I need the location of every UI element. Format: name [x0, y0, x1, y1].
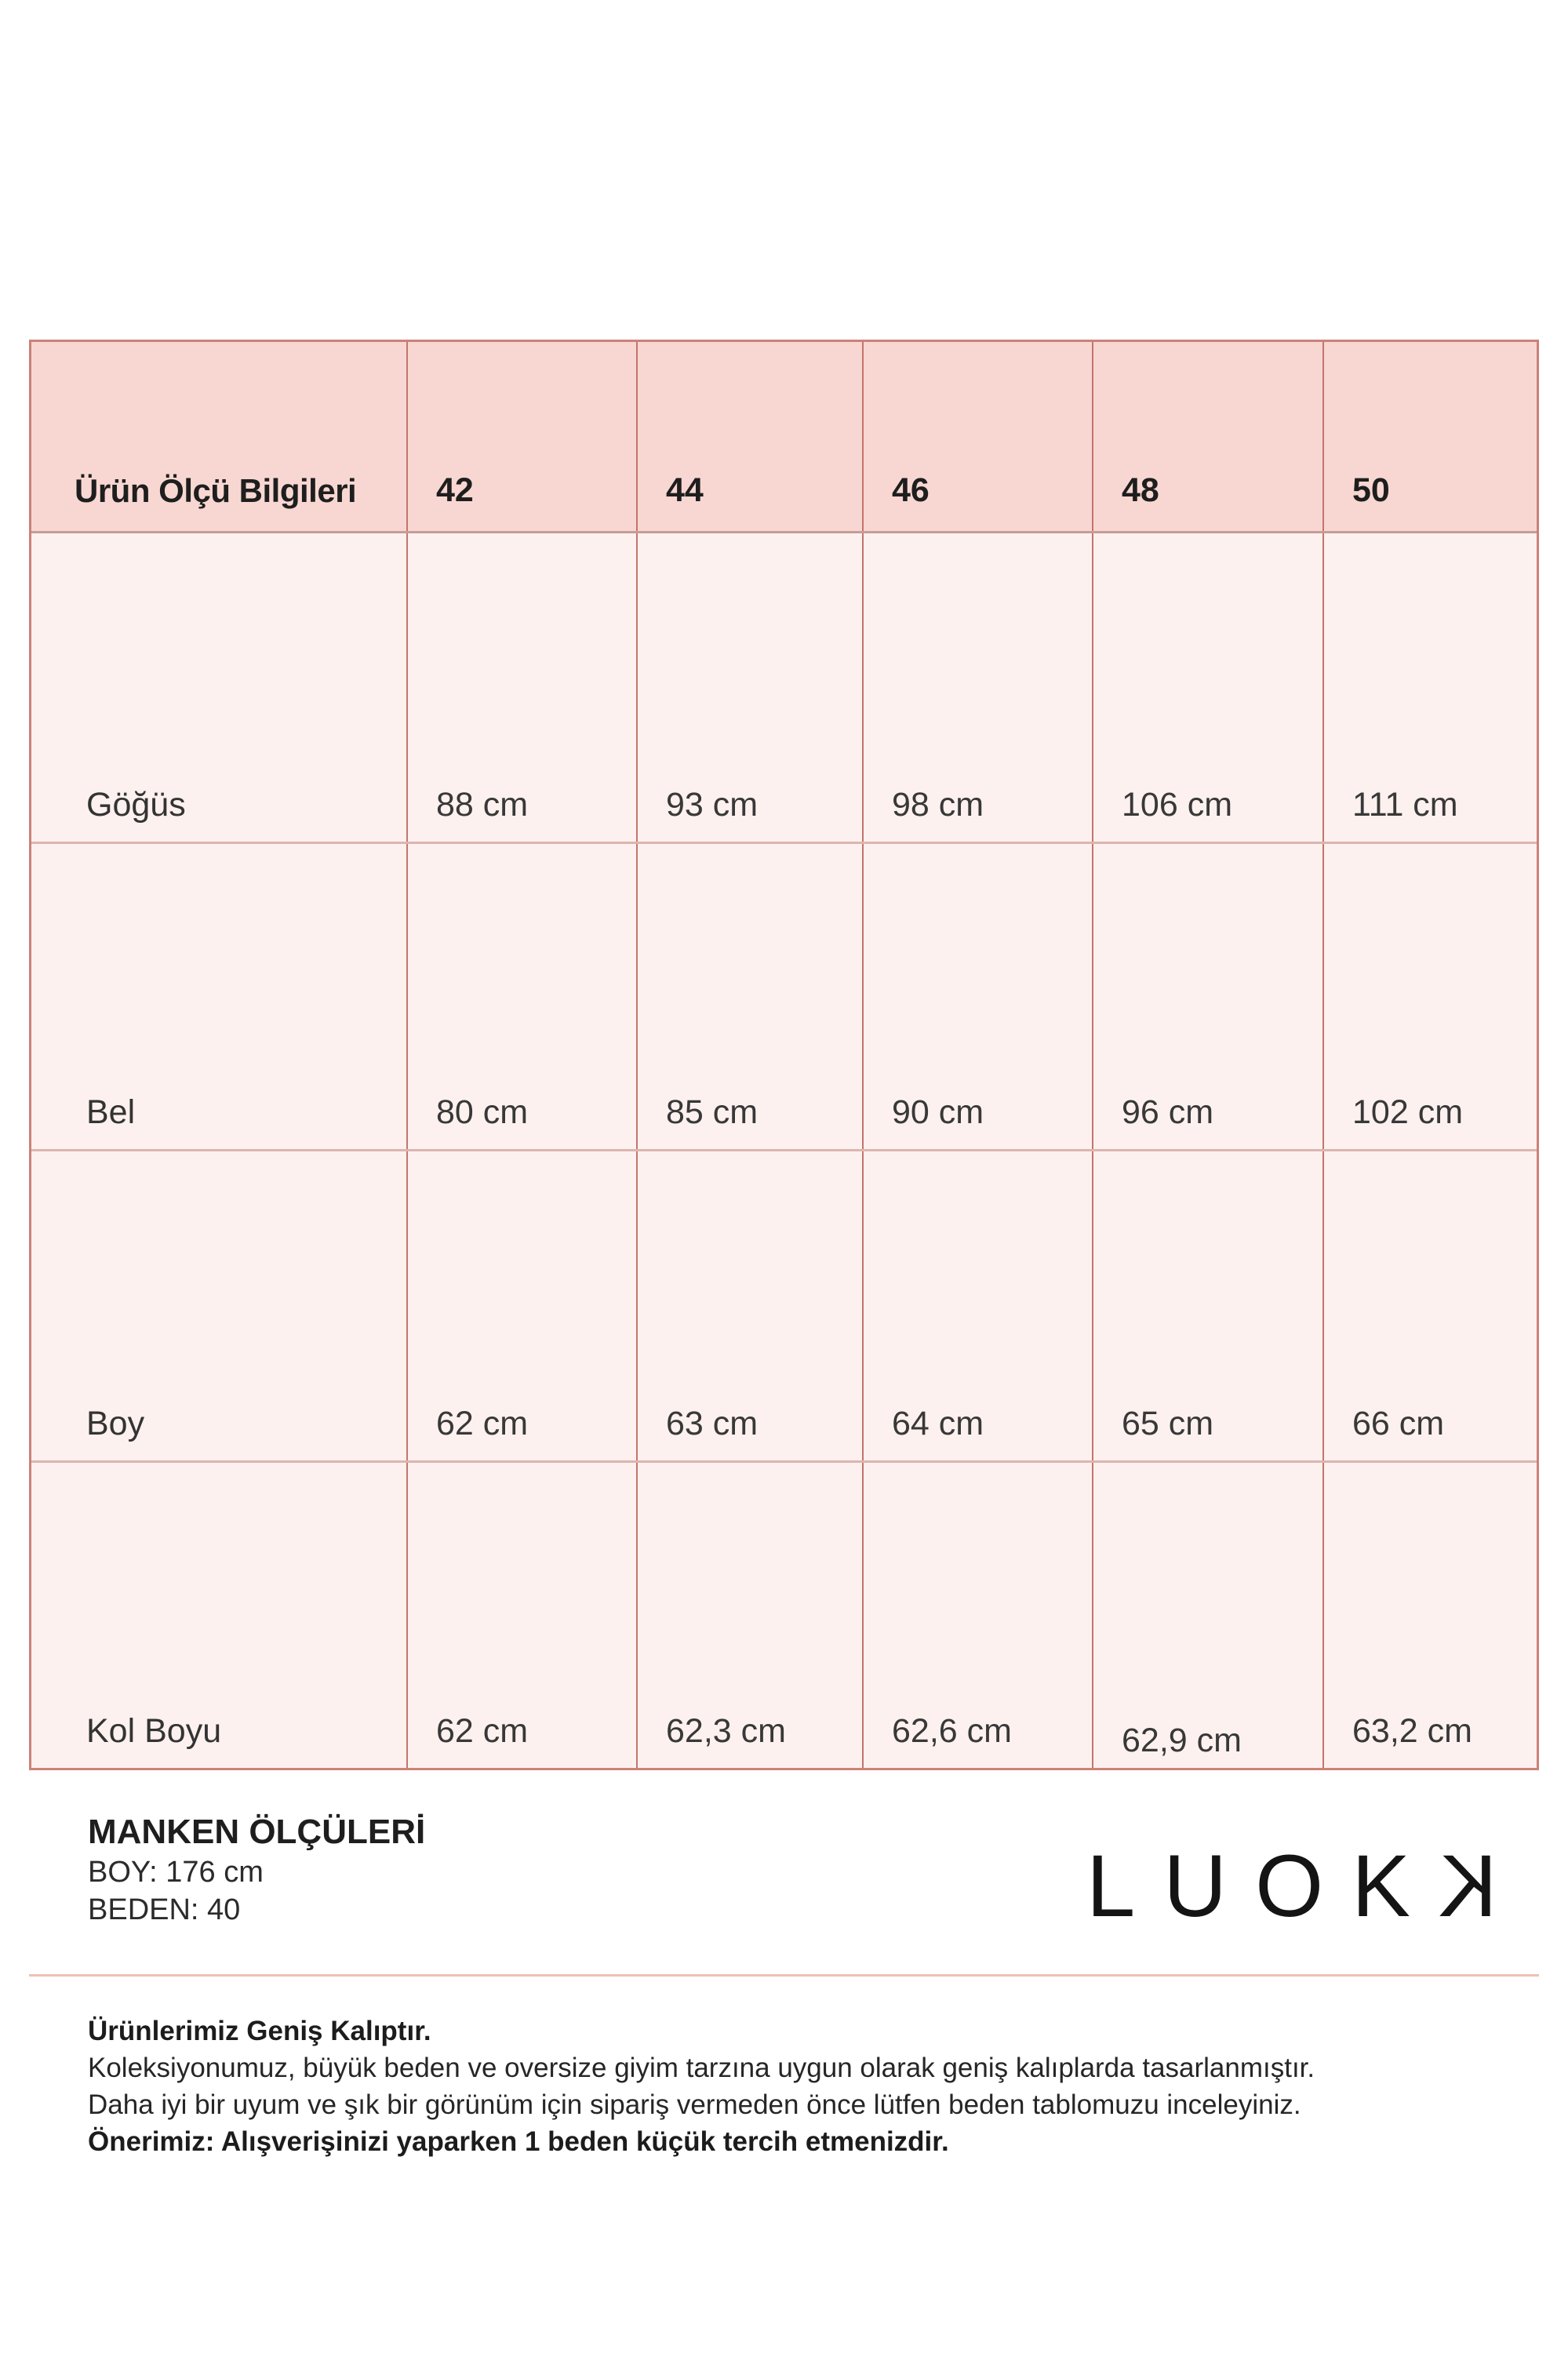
size-column-header: 46	[862, 342, 1092, 531]
measurement-value-cell: 62,6 cm	[862, 1463, 1092, 1768]
measurement-value-cell: 62,9 cm	[1092, 1463, 1322, 1768]
measurement-value-cell: 66 cm	[1322, 1151, 1537, 1460]
table-row-waist: Bel 80 cm 85 cm 90 cm 96 cm 102 cm	[31, 842, 1537, 1149]
fit-notes: Ürünlerimiz Geniş Kalıptır. Koleksiyonum…	[88, 2013, 1547, 2160]
header-label-cell: Ürün Ölçü Bilgileri	[75, 472, 357, 509]
measurement-value-cell: 62 cm	[406, 1463, 636, 1768]
size-table: Ürün Ölçü Bilgileri 42 44 46 48 50 Göğüs…	[29, 340, 1539, 1770]
measurement-row-label: Göğüs	[86, 786, 186, 824]
measurement-value-cell: 85 cm	[636, 844, 862, 1149]
brand-logo-text: LUOK	[1086, 1837, 1439, 1935]
fit-note-line2: Daha iyi bir uyum ve şık bir görünüm içi…	[88, 2089, 1301, 2120]
fit-note-heading: Ürünlerimiz Geniş Kalıptır.	[88, 2016, 431, 2046]
brand-logo-mirrored-k: K	[1439, 1837, 1497, 1935]
measurement-value-cell: 63,2 cm	[1322, 1463, 1537, 1768]
measurement-value-cell: 96 cm	[1092, 844, 1322, 1149]
measurement-value-cell: 62 cm	[406, 1151, 636, 1460]
fit-note-line1: Koleksiyonumuz, büyük beden ve oversize …	[88, 2053, 1315, 2083]
measurement-value-cell: 88 cm	[406, 533, 636, 842]
measurement-value-cell: 111 cm	[1322, 533, 1537, 842]
table-header-row: Ürün Ölçü Bilgileri 42 44 46 48 50	[31, 342, 1537, 531]
model-info-band: MANKEN ÖLÇÜLERİ BOY: 176 cm BEDEN: 40 LU…	[29, 1770, 1539, 1977]
table-row-length: Boy 62 cm 63 cm 64 cm 65 cm 66 cm	[31, 1149, 1537, 1460]
measurement-value-cell: 62,3 cm	[636, 1463, 862, 1768]
table-row-chest: Göğüs 88 cm 93 cm 98 cm 106 cm 111 cm	[31, 531, 1537, 842]
measurement-row-label: Boy	[86, 1405, 145, 1442]
measurement-value-cell: 106 cm	[1092, 533, 1322, 842]
brand-logo: LUOKK	[1086, 1837, 1497, 1935]
table-row-sleeve: Kol Boyu 62 cm 62,3 cm 62,6 cm 62,9 cm 6…	[31, 1460, 1537, 1768]
measurement-value-cell: 93 cm	[636, 533, 862, 842]
measurement-value-cell: 65 cm	[1092, 1151, 1322, 1460]
measurement-value-cell: 98 cm	[862, 533, 1092, 842]
fit-note-recommendation: Önerimiz: Alışverişinizi yaparken 1 bede…	[88, 2126, 949, 2157]
size-column-header: 50	[1322, 342, 1537, 531]
measurement-value-cell: 90 cm	[862, 844, 1092, 1149]
size-column-header: 44	[636, 342, 862, 531]
model-size: BEDEN: 40	[88, 1893, 241, 1926]
model-info-title: MANKEN ÖLÇÜLERİ	[88, 1813, 426, 1851]
measurement-value-cell: 64 cm	[862, 1151, 1092, 1460]
model-height: BOY: 176 cm	[88, 1856, 264, 1889]
measurement-value-cell: 80 cm	[406, 844, 636, 1149]
size-column-header: 48	[1092, 342, 1322, 531]
size-column-header: 42	[406, 342, 636, 531]
measurement-value-cell: 102 cm	[1322, 844, 1537, 1149]
measurement-value-cell: 63 cm	[636, 1151, 862, 1460]
measurement-row-label: Bel	[86, 1093, 136, 1131]
measurement-row-label: Kol Boyu	[86, 1712, 222, 1750]
model-info: MANKEN ÖLÇÜLERİ BOY: 176 cm BEDEN: 40	[88, 1811, 425, 1929]
